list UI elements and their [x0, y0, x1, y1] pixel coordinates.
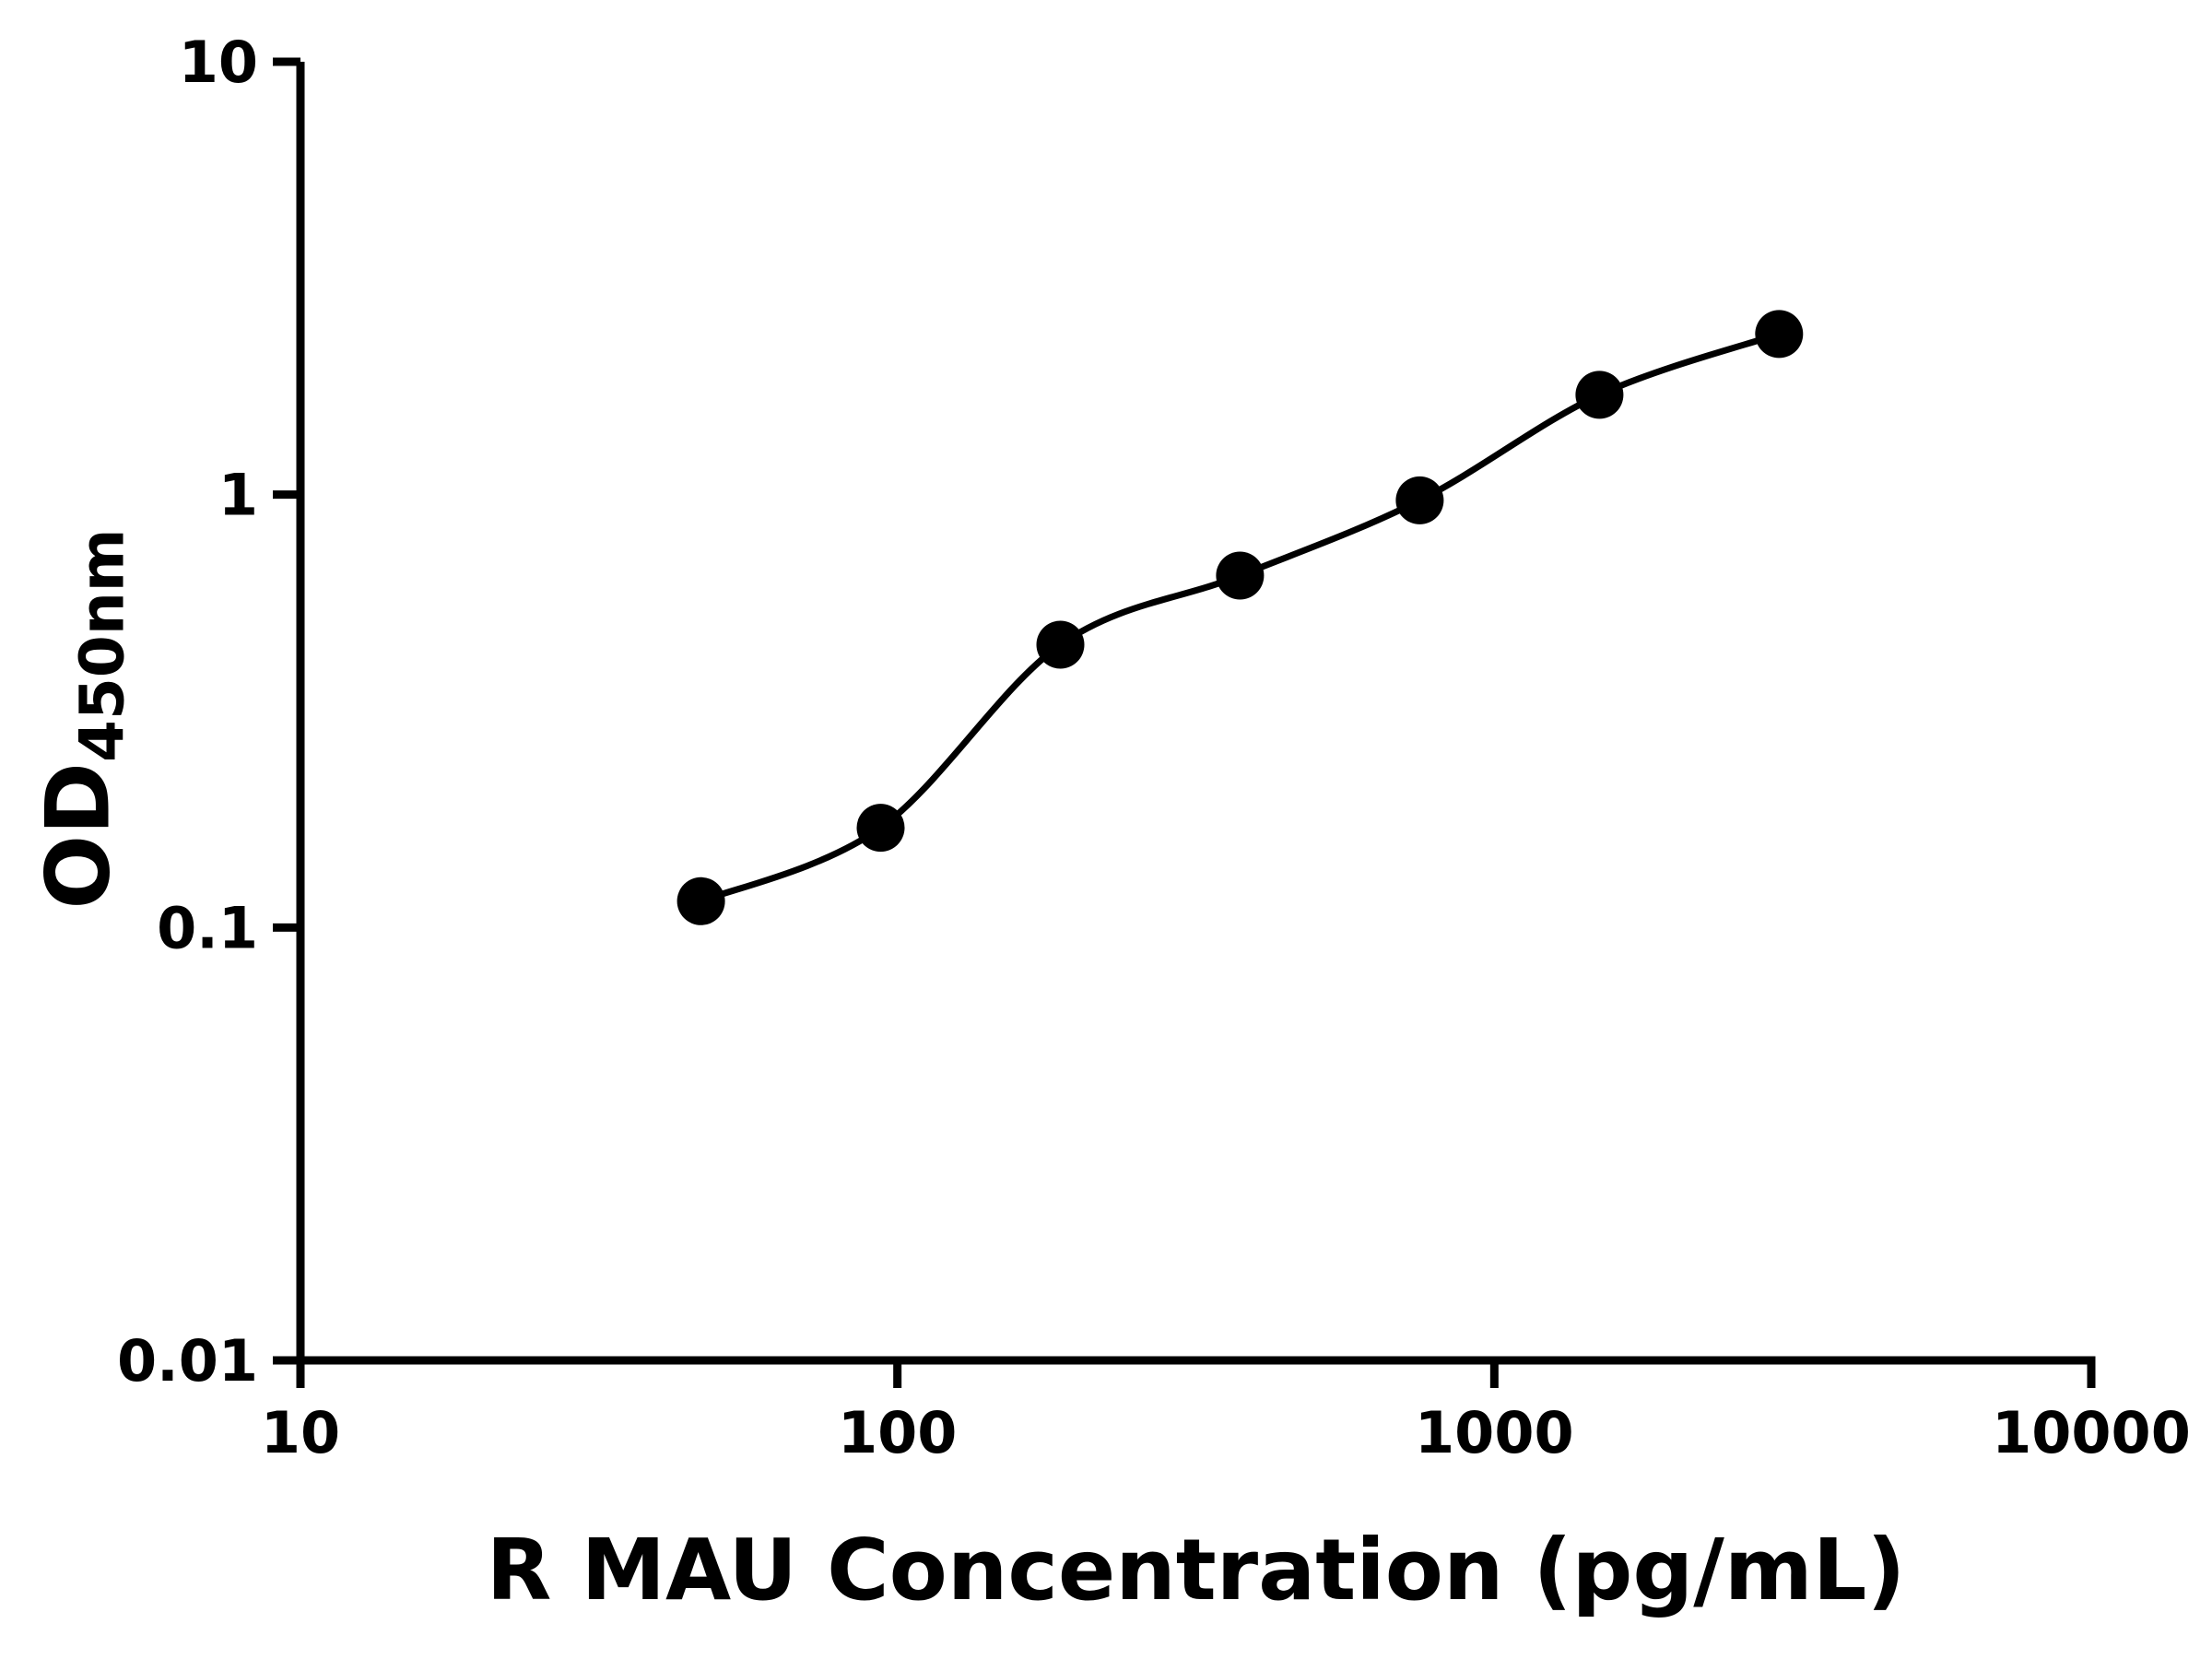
- x-axis-tick-label: 10: [261, 1399, 340, 1466]
- data-point-marker: [1575, 371, 1624, 419]
- x-axis-tick-label: 10000: [1992, 1399, 2191, 1466]
- y-axis-title: OD450nm: [29, 528, 138, 909]
- data-point-marker: [1755, 310, 1804, 359]
- y-axis-tick-label: 1: [218, 462, 258, 529]
- data-point-marker: [1216, 551, 1265, 600]
- y-axis-tick-label: 0.01: [117, 1327, 258, 1394]
- y-axis-tick-label: 10: [179, 29, 258, 96]
- data-point-marker: [1395, 476, 1444, 524]
- y-axis-title-main: OD: [28, 761, 130, 910]
- x-axis-title: R MAU Concentration (pg/mL): [486, 1521, 1906, 1619]
- x-axis-tick-label: 100: [838, 1399, 957, 1466]
- data-point-marker: [1036, 620, 1085, 669]
- data-point-marker: [856, 804, 905, 853]
- data-point-marker: [677, 877, 725, 925]
- y-axis-title-subscript: 450nm: [66, 528, 138, 762]
- x-axis-tick-label: 1000: [1415, 1399, 1574, 1466]
- y-axis-tick-label: 0.1: [157, 894, 258, 961]
